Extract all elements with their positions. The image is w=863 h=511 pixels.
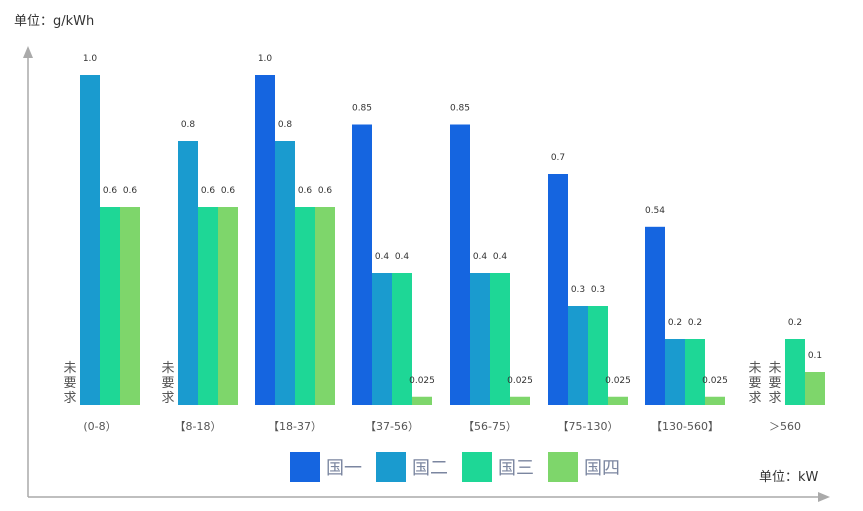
bar-1-cat-3 xyxy=(352,124,372,405)
bar-2-cat-0 xyxy=(80,75,100,405)
legend-swatch-guo3 xyxy=(462,452,492,482)
legend-swatch-guo2 xyxy=(376,452,406,482)
data-label-2-cat-4: 0.4 xyxy=(473,252,488,262)
data-label-3-cat-3: 0.4 xyxy=(395,252,410,262)
x-axis-unit-label: 单位：kW xyxy=(759,470,819,485)
y-axis-unit-label: 单位：g/kWh xyxy=(14,14,95,29)
data-label-2-cat-2: 0.8 xyxy=(278,120,293,130)
no-requirement-label-cat-1-s1: 求 xyxy=(161,391,174,406)
no-requirement-label-cat-7-s2: 求 xyxy=(768,391,781,406)
category-label-4: 【56-75） xyxy=(463,420,517,433)
category-label-1: 【8-18） xyxy=(175,420,222,433)
bar-3-cat-5 xyxy=(588,306,608,405)
bar-2-cat-6 xyxy=(665,339,685,405)
legend-label-guo2: 国二 xyxy=(412,458,448,479)
data-label-4-cat-5: 0.025 xyxy=(605,376,631,386)
data-label-4-cat-2: 0.6 xyxy=(318,186,333,196)
bar-2-cat-5 xyxy=(568,306,588,405)
bar-4-cat-0 xyxy=(120,207,140,405)
legend-swatch-guo4 xyxy=(548,452,578,482)
bar-2-cat-3 xyxy=(372,273,392,405)
bar-1-cat-4 xyxy=(450,124,470,405)
bar-2-cat-1 xyxy=(178,141,198,405)
data-label-3-cat-5: 0.3 xyxy=(591,285,605,295)
bar-4-cat-3 xyxy=(412,396,432,405)
bar-1-cat-2 xyxy=(255,75,275,405)
data-label-2-cat-0: 1.0 xyxy=(83,54,98,64)
no-requirement-label-cat-7-s1: 求 xyxy=(748,391,761,406)
data-label-4-cat-7: 0.1 xyxy=(808,351,822,361)
legend-item-guo4: 国四 xyxy=(548,452,620,482)
data-label-3-cat-2: 0.6 xyxy=(298,186,313,196)
data-label-1-cat-3: 0.85 xyxy=(352,104,372,114)
data-label-2-cat-5: 0.3 xyxy=(571,285,585,295)
x-axis-arrow xyxy=(818,492,830,502)
no-requirement-label-cat-7-s1: 未 xyxy=(748,361,761,376)
bar-3-cat-3 xyxy=(392,273,412,405)
data-label-2-cat-1: 0.8 xyxy=(181,120,196,130)
legend-item-guo1: 国一 xyxy=(290,452,362,482)
data-label-3-cat-6: 0.2 xyxy=(688,318,702,328)
data-label-3-cat-1: 0.6 xyxy=(201,186,216,196)
bar-2-cat-2 xyxy=(275,141,295,405)
data-label-2-cat-6: 0.2 xyxy=(668,318,682,328)
no-requirement-label-cat-0-s1: 求 xyxy=(63,391,76,406)
legend-swatch-guo1 xyxy=(290,452,320,482)
data-label-2-cat-3: 0.4 xyxy=(375,252,390,262)
no-requirement-label-cat-0-s1: 未 xyxy=(63,361,76,376)
no-requirement-label-cat-0-s1: 要 xyxy=(63,376,76,391)
data-label-1-cat-2: 1.0 xyxy=(258,54,273,64)
category-label-3: 【37-56） xyxy=(365,420,419,433)
bar-3-cat-7 xyxy=(785,339,805,405)
bar-4-cat-2 xyxy=(315,207,335,405)
bar-4-cat-4 xyxy=(510,396,530,405)
bar-2-cat-4 xyxy=(470,273,490,405)
no-requirement-label-cat-7-s1: 要 xyxy=(748,376,761,391)
legend-label-guo3: 国三 xyxy=(498,458,534,479)
data-label-4-cat-6: 0.025 xyxy=(702,376,728,386)
legend-label-guo1: 国一 xyxy=(326,458,362,479)
legend-label-guo4: 国四 xyxy=(584,458,620,479)
data-label-3-cat-4: 0.4 xyxy=(493,252,508,262)
category-label-7: ＞560 xyxy=(769,420,801,433)
category-label-5: 【75-130） xyxy=(558,420,619,433)
data-label-1-cat-5: 0.7 xyxy=(551,153,565,163)
data-label-4-cat-1: 0.6 xyxy=(221,186,236,196)
bar-3-cat-1 xyxy=(198,207,218,405)
data-label-4-cat-0: 0.6 xyxy=(123,186,138,196)
no-requirement-label-cat-7-s2: 未 xyxy=(768,361,781,376)
bar-3-cat-6 xyxy=(685,339,705,405)
data-label-3-cat-7: 0.2 xyxy=(788,318,802,328)
bar-1-cat-6 xyxy=(645,226,665,405)
data-label-4-cat-3: 0.025 xyxy=(409,376,435,386)
data-label-1-cat-6: 0.54 xyxy=(645,206,665,216)
legend-item-guo2: 国二 xyxy=(376,452,448,482)
y-axis-arrow xyxy=(23,46,33,58)
legend: 国一 国二 国三 国四 xyxy=(290,452,634,482)
data-label-4-cat-4: 0.025 xyxy=(507,376,533,386)
no-requirement-label-cat-7-s2: 要 xyxy=(768,376,781,391)
no-requirement-label-cat-1-s1: 要 xyxy=(161,376,174,391)
bar-3-cat-4 xyxy=(490,273,510,405)
bar-4-cat-1 xyxy=(218,207,238,405)
bar-4-cat-7 xyxy=(805,372,825,405)
no-requirement-label-cat-1-s1: 未 xyxy=(161,361,174,376)
data-label-3-cat-0: 0.6 xyxy=(103,186,118,196)
bar-4-cat-5 xyxy=(608,396,628,405)
bar-3-cat-2 xyxy=(295,207,315,405)
category-label-0: (0-8） xyxy=(83,420,116,433)
legend-item-guo3: 国三 xyxy=(462,452,534,482)
category-label-6: 【130-560】 xyxy=(651,420,719,433)
bar-1-cat-5 xyxy=(548,174,568,405)
data-label-1-cat-4: 0.85 xyxy=(450,104,470,114)
category-label-2: 【18-37） xyxy=(268,420,322,433)
bar-4-cat-6 xyxy=(705,396,725,405)
bar-3-cat-0 xyxy=(100,207,120,405)
